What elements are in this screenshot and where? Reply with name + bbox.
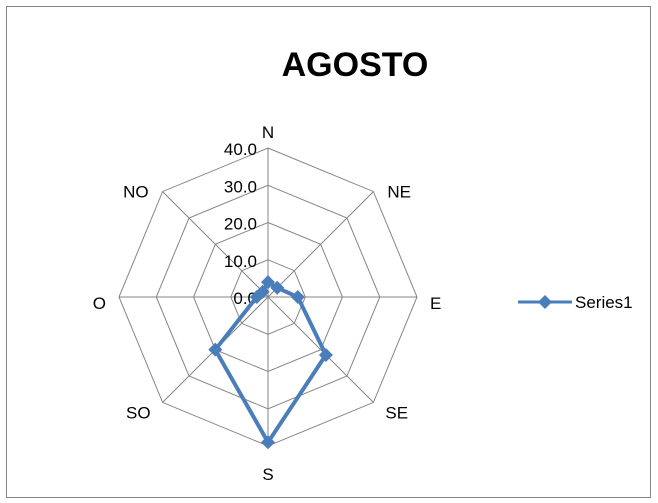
tick-label: 10.0 xyxy=(224,252,257,271)
category-label: E xyxy=(430,294,441,313)
tick-label: 30.0 xyxy=(224,177,257,196)
series-line xyxy=(213,280,328,445)
category-label: SE xyxy=(385,403,408,422)
category-label: O xyxy=(93,294,106,313)
data-point xyxy=(290,290,305,304)
category-label: NE xyxy=(387,183,411,202)
data-point xyxy=(208,342,223,357)
grid-spoke xyxy=(267,296,374,403)
legend: Series1 xyxy=(518,293,633,312)
tick-label: 20.0 xyxy=(224,215,257,234)
category-labels: N NE E SE S SO O NO xyxy=(93,123,442,484)
category-label: S xyxy=(262,465,273,484)
chart-title: AGOSTO xyxy=(282,46,429,84)
data-point xyxy=(261,435,275,450)
series-layer xyxy=(208,275,333,450)
tick-labels: 0.010.020.030.040.0 xyxy=(224,140,257,308)
data-point xyxy=(318,347,333,362)
grid-spoke xyxy=(267,191,374,298)
category-label: SO xyxy=(126,403,151,422)
category-label: N xyxy=(262,123,274,142)
grid-spoke xyxy=(162,191,269,298)
data-point xyxy=(255,284,270,299)
data-point xyxy=(270,280,285,295)
chart-area xyxy=(6,6,651,498)
category-label: NO xyxy=(123,183,149,202)
legend-series-label: Series1 xyxy=(575,293,633,312)
radar-grid xyxy=(118,147,418,447)
legend-series-marker xyxy=(538,295,552,309)
tick-label: 40.0 xyxy=(224,140,257,159)
data-point xyxy=(261,275,275,290)
